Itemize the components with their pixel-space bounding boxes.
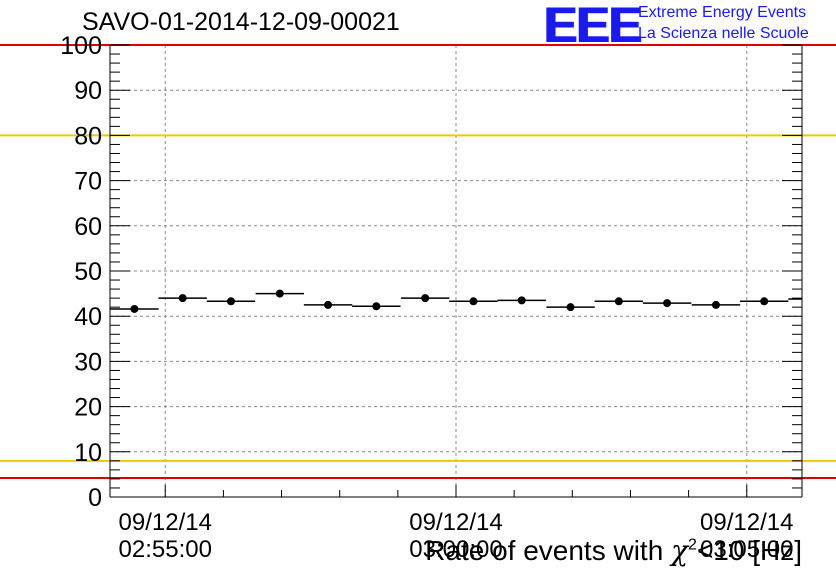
data-point-marker bbox=[517, 296, 526, 305]
data-point-marker bbox=[372, 302, 381, 311]
y-tick-label: 100 bbox=[60, 32, 102, 60]
data-point-marker bbox=[226, 297, 235, 306]
y-tick-label: 70 bbox=[74, 168, 102, 196]
data-point-marker bbox=[566, 303, 575, 312]
data-point-marker bbox=[663, 299, 672, 308]
data-point-marker bbox=[178, 294, 187, 303]
logo-line-1: Extreme Energy Events bbox=[638, 4, 807, 21]
y-tick-label: 80 bbox=[74, 122, 102, 150]
y-tick-label: 20 bbox=[74, 394, 102, 422]
eee-logo: EEE bbox=[543, 0, 641, 53]
y-tick-label: 40 bbox=[74, 303, 102, 331]
y-tick-label: 50 bbox=[74, 258, 102, 286]
data-points bbox=[110, 289, 802, 313]
x-axis-title-prefix: Rate of events with bbox=[425, 535, 672, 566]
x-tick-time: 03:05:00 bbox=[700, 536, 793, 563]
x-tick-time: 02:55:00 bbox=[119, 536, 212, 563]
data-point-marker bbox=[760, 297, 769, 306]
y-tick-label: 10 bbox=[74, 439, 102, 467]
x-tick-date: 09/12/14 bbox=[119, 509, 212, 536]
y-tick-label: 0 bbox=[88, 484, 102, 512]
data-point-marker bbox=[130, 304, 139, 313]
threshold-lines bbox=[0, 44, 836, 480]
y-tick-labels: 0 10 20 30 40 50 60 70 80 90 100 bbox=[60, 32, 102, 512]
x-tick-date: 09/12/14 bbox=[409, 509, 502, 536]
data-point-marker bbox=[614, 297, 623, 306]
chart-title: SAVO-01-2014-12-09-00021 bbox=[82, 8, 400, 36]
x-tick-time: 03:00:00 bbox=[409, 536, 502, 563]
chi-superscript: 2 bbox=[688, 536, 697, 554]
data-point-marker bbox=[711, 300, 720, 309]
x-axis-title: Rate of events with χ2<10 [Hz] bbox=[425, 534, 802, 567]
data-point-marker bbox=[469, 297, 478, 306]
y-tick-label: 30 bbox=[74, 348, 102, 376]
axis-ticks bbox=[110, 44, 802, 498]
logo-line-2: La Scienza nelle Scuole bbox=[638, 25, 809, 42]
y-tick-label: 90 bbox=[74, 77, 102, 105]
x-tick-labels: 09/12/1402:55:0009/12/1403:00:0009/12/14… bbox=[119, 509, 794, 563]
y-tick-label: 60 bbox=[74, 213, 102, 241]
chi-symbol: χ bbox=[671, 534, 689, 567]
x-axis-title-suffix: <10 [Hz] bbox=[696, 535, 802, 566]
grid-lines bbox=[110, 45, 802, 497]
data-point-marker bbox=[275, 289, 284, 298]
data-point-marker bbox=[324, 300, 333, 309]
x-tick-date: 09/12/14 bbox=[700, 509, 793, 536]
data-point-marker bbox=[421, 294, 430, 303]
